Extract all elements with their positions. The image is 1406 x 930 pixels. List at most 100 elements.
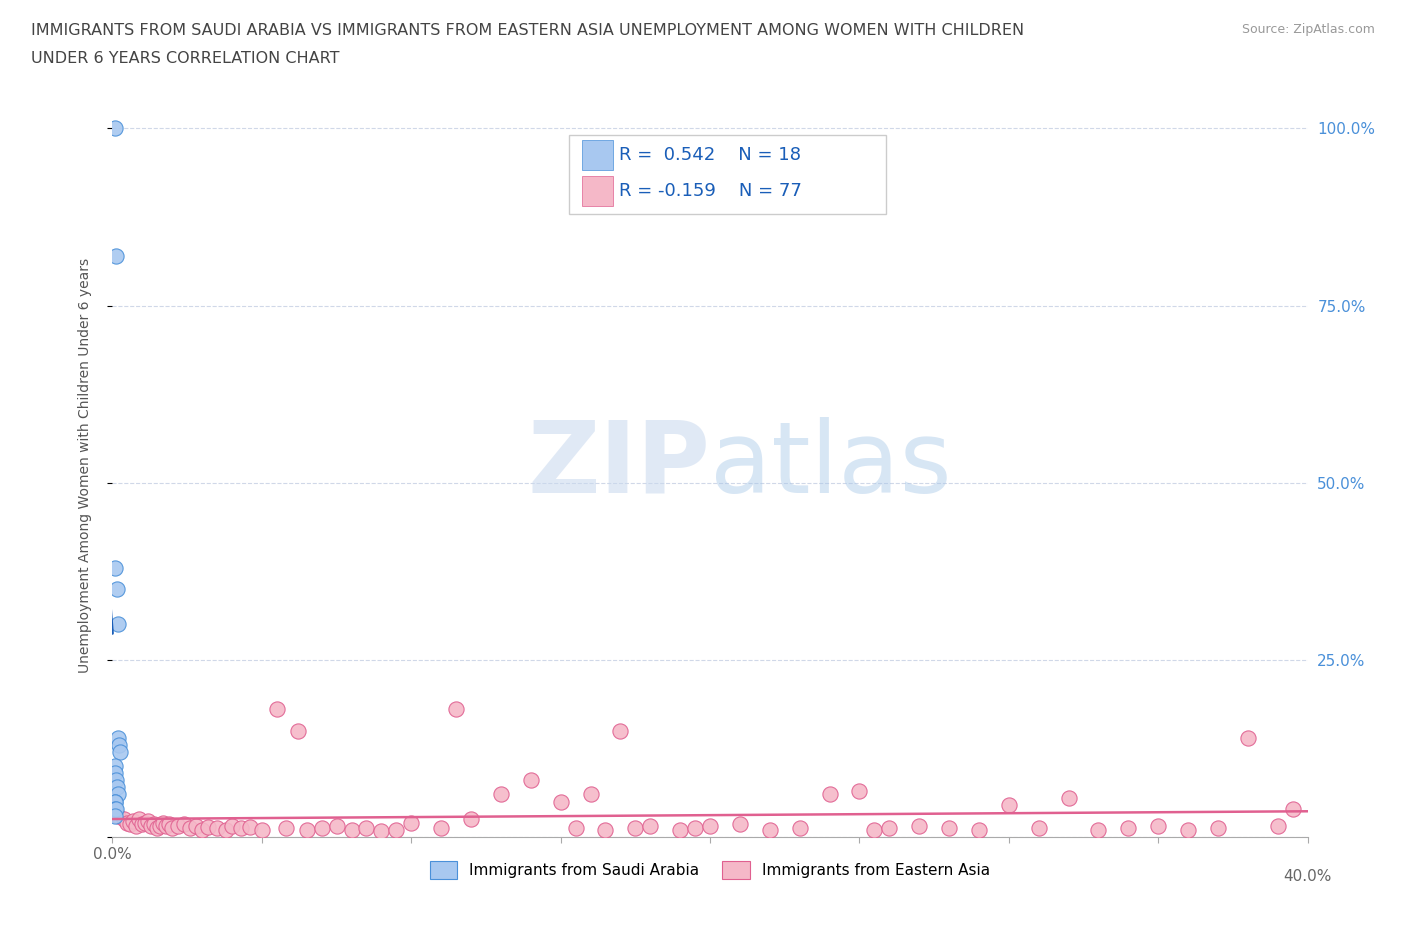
Point [162,821,183,836]
Point [104,765,127,780]
Point [146,821,169,836]
Point [197,819,219,834]
Point [295,822,318,837]
Point [274,821,297,836]
Point [108,737,131,752]
Point [1177,822,1199,837]
Point [104,808,127,823]
Point [108,745,131,760]
Text: ZIP: ZIP [527,417,710,513]
Point [759,822,782,837]
Point [370,824,392,839]
Point [967,822,990,837]
Point [1118,821,1140,836]
Point [215,822,238,837]
Point [221,819,243,834]
Point [938,821,960,836]
Point [107,787,129,802]
Point [579,787,602,802]
Point [104,794,127,809]
Point [624,821,647,836]
Point [908,819,931,834]
Point [1087,822,1109,837]
Point [229,821,252,836]
Point [105,773,128,788]
Point [173,817,195,831]
Text: R =  0.542    N = 18: R = 0.542 N = 18 [619,146,800,165]
Point [401,816,423,830]
Point [107,808,129,823]
Point [340,822,363,837]
Point [1147,819,1170,834]
Point [1057,790,1080,805]
Point [1267,819,1289,834]
Point [356,821,378,836]
Text: UNDER 6 YEARS CORRELATION CHART: UNDER 6 YEARS CORRELATION CHART [31,51,339,66]
Point [1237,730,1260,745]
Text: Source: ZipAtlas.com: Source: ZipAtlas.com [1241,23,1375,36]
Point [105,802,128,817]
Point [239,819,262,834]
Point [105,780,128,795]
Point [250,822,273,837]
Point [728,817,751,831]
Point [141,819,163,834]
Point [134,816,156,830]
Point [430,821,453,836]
Point [120,817,142,831]
Text: 40.0%: 40.0% [1284,869,1331,883]
Point [520,773,543,788]
Point [789,821,811,836]
Point [125,819,148,834]
Point [609,724,631,738]
Point [104,121,127,136]
Point [117,816,139,830]
Point [114,812,135,827]
Point [138,814,160,829]
Point [444,702,467,717]
Point [287,724,309,738]
Point [489,787,512,802]
Point [186,818,208,833]
Point [848,783,870,798]
Text: atlas: atlas [710,417,952,513]
Point [669,822,692,837]
Point [143,817,166,831]
Point [155,819,177,834]
Point [105,248,128,263]
Point [191,822,214,837]
Point [107,730,129,745]
Point [104,794,127,809]
Point [122,814,145,829]
Point [564,821,586,836]
Point [863,822,886,837]
Point [104,560,127,575]
Point [550,794,572,809]
Legend: Immigrants from Saudi Arabia, Immigrants from Eastern Asia: Immigrants from Saudi Arabia, Immigrants… [423,856,997,885]
Point [128,812,150,827]
Point [640,819,662,834]
Point [105,581,128,596]
Point [818,787,841,802]
Point [167,819,190,834]
Text: R = -0.159    N = 77: R = -0.159 N = 77 [619,181,801,200]
Text: IMMIGRANTS FROM SAUDI ARABIA VS IMMIGRANTS FROM EASTERN ASIA UNEMPLOYMENT AMONG : IMMIGRANTS FROM SAUDI ARABIA VS IMMIGRAN… [31,23,1024,38]
Point [107,617,129,631]
Point [266,702,288,717]
Y-axis label: Unemployment Among Women with Children Under 6 years: Unemployment Among Women with Children U… [77,258,91,672]
Point [1206,821,1229,836]
Point [1028,821,1050,836]
Point [595,822,617,837]
Point [149,818,172,833]
Point [1281,802,1303,817]
Point [205,821,228,836]
Point [683,821,706,836]
Point [104,759,127,774]
Point [311,821,333,836]
Point [699,819,721,834]
Point [131,817,153,831]
Point [104,802,127,817]
Point [998,798,1021,813]
Point [325,819,347,834]
Point [179,821,201,836]
